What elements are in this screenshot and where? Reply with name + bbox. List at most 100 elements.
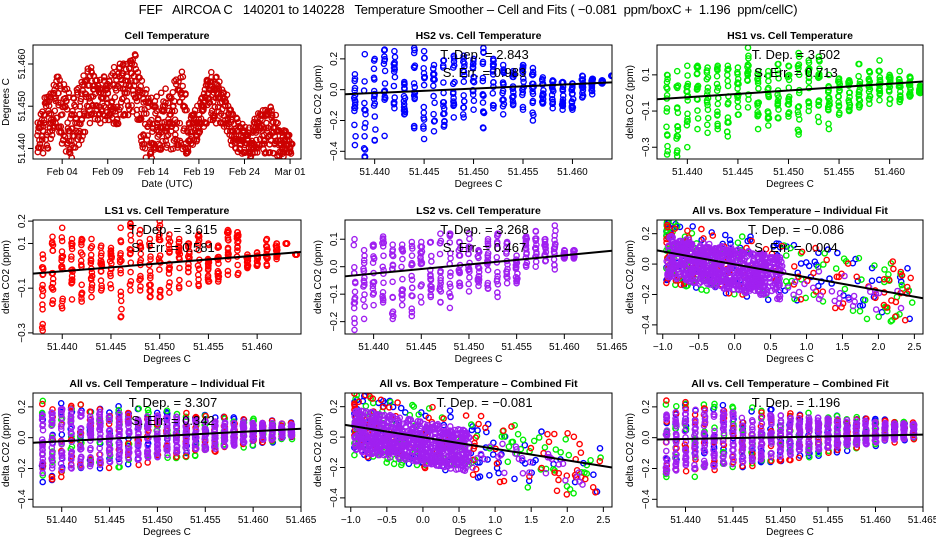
scatter-point-ls2 [240, 432, 247, 439]
scatter-point-hs1 [855, 254, 863, 262]
scatter-point [417, 299, 425, 306]
scatter-point [456, 282, 463, 290]
cell-temp-point [171, 107, 179, 115]
scatter-point [88, 272, 96, 280]
scatter-point [97, 277, 105, 284]
scatter-point [774, 66, 782, 74]
scatter-point [224, 267, 232, 275]
scatter-point [465, 230, 473, 237]
scatter-point-hs2 [474, 427, 481, 434]
scatter-point [427, 252, 435, 260]
scatter-point-ls2 [67, 406, 75, 413]
scatter-point [479, 58, 487, 66]
scatter-point [755, 99, 763, 106]
scatter-point-hs1 [898, 281, 906, 289]
scatter-point [58, 304, 66, 312]
y-tick-label: 51.440 [17, 133, 28, 164]
scatter-point [663, 151, 671, 158]
fit-line [656, 249, 924, 300]
x-tick-label: 51.445 [94, 515, 125, 526]
scatter-point-ls2 [249, 433, 256, 440]
fit-line [656, 80, 924, 101]
scatter-point-ls2 [730, 281, 738, 289]
scatter-point [184, 243, 192, 251]
scatter-point-ls1 [39, 400, 46, 408]
scatter-point-hs1 [39, 397, 47, 405]
scatter-point [674, 123, 682, 131]
scatter-point-hs1 [871, 262, 878, 269]
scatter-point [361, 146, 369, 153]
scatter-point [489, 90, 497, 97]
scatter-point-ls2 [154, 417, 162, 424]
scatter-point-ls2 [668, 232, 676, 240]
scatter-point [417, 253, 424, 261]
scatter-point [673, 105, 681, 112]
scatter-point-ls2 [106, 427, 114, 435]
scatter-point-hs2 [596, 444, 604, 452]
scatter-point [381, 46, 388, 53]
scatter-point [896, 98, 904, 106]
scatter-point [509, 67, 517, 75]
scatter-point [370, 241, 377, 248]
scatter-point [127, 223, 135, 231]
plot-frame [656, 44, 924, 160]
scatter-point [371, 137, 379, 144]
scatter-point-ls2 [48, 464, 56, 472]
scatter-point [439, 99, 447, 106]
scatter-point-hs1 [861, 296, 869, 304]
scatter-point-ls2 [192, 429, 199, 437]
scatter-point [519, 64, 527, 72]
scatter-point [876, 57, 883, 64]
scatter-point [460, 68, 468, 76]
scatter-point-ls1 [839, 300, 847, 307]
scatter-point-ls1 [898, 272, 906, 279]
scatter-point [398, 295, 406, 303]
scatter-point-ls2 [717, 282, 724, 290]
scatter-point [77, 257, 85, 265]
scatter-point [410, 80, 418, 87]
panel-title: HS2 vs. Cell Temperature [416, 30, 542, 42]
scatter-point [389, 261, 397, 269]
y-axis-label: delta CO2 (ppm) [313, 240, 324, 314]
scatter-point-ls2 [250, 421, 257, 429]
cell-temp-point [145, 95, 152, 102]
scatter-point [351, 319, 358, 327]
scatter-point [398, 263, 405, 271]
scatter-point [68, 296, 76, 303]
scatter-point [775, 60, 782, 68]
scatter-point [379, 233, 387, 240]
scatter-point [447, 293, 454, 301]
scatter-point [835, 111, 843, 118]
scatter-point-hs2 [773, 240, 780, 247]
scatter-point [724, 62, 732, 70]
scatter-point [876, 85, 883, 92]
scatter-point-ls2 [767, 263, 774, 271]
y-tick-label: 0.0 [329, 82, 340, 96]
y-tick-label: 51.450 [17, 90, 28, 121]
scatter-point [59, 295, 67, 303]
scatter-point-ls2 [163, 420, 171, 428]
scatter-point-ls1 [812, 244, 819, 252]
scatter-point [865, 75, 873, 83]
scatter-point [519, 91, 526, 99]
scatter-point [866, 100, 873, 108]
scatter-point-ls2 [48, 422, 55, 430]
scatter-point [214, 278, 222, 285]
scatter-point [795, 71, 803, 79]
scatter-point [475, 254, 482, 262]
scatter-point-ls1 [48, 473, 56, 481]
scatter-point-ls2 [665, 243, 672, 250]
scatter-point-ls2 [125, 444, 132, 452]
scatter-point [532, 263, 540, 271]
scatter-point [754, 67, 762, 75]
scatter-point-ls2 [57, 423, 65, 430]
scatter-point [97, 242, 105, 249]
scatter-point [765, 92, 772, 99]
cell-temp-point [135, 93, 142, 100]
scatter-point [428, 285, 435, 293]
scatter-point [175, 235, 183, 243]
scatter-point [391, 94, 399, 101]
scatter-point [379, 292, 386, 300]
scatter-point [117, 237, 124, 244]
scatter-point [360, 283, 367, 290]
